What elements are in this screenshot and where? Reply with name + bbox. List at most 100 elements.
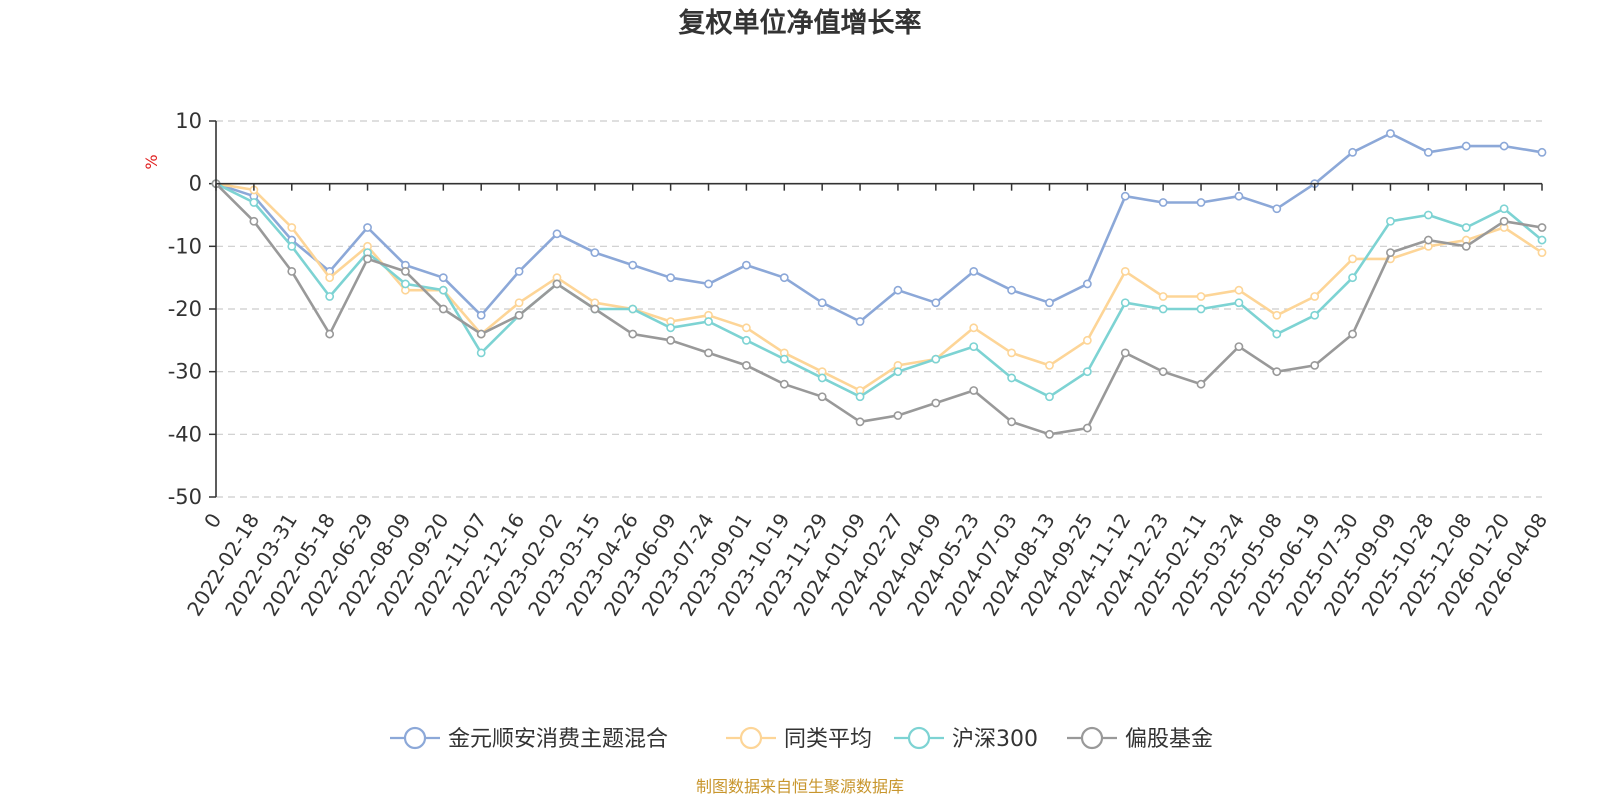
data-point[interactable] (1537, 248, 1547, 257)
data-point[interactable] (628, 304, 638, 314)
data-point[interactable] (893, 285, 903, 295)
data-point[interactable] (779, 354, 789, 364)
data-point[interactable] (552, 229, 562, 239)
data-point[interactable] (1310, 292, 1320, 301)
data-point[interactable] (552, 279, 562, 289)
data-point[interactable] (779, 379, 789, 389)
legend-item[interactable]: 同类平均 (726, 726, 872, 752)
data-point[interactable] (1310, 310, 1320, 320)
data-point[interactable] (817, 298, 827, 308)
legend-item[interactable]: 偏股基金 (1067, 726, 1213, 752)
data-point[interactable] (1310, 360, 1320, 370)
data-point[interactable] (1045, 360, 1054, 370)
data-point[interactable] (514, 298, 524, 308)
data-point[interactable] (817, 373, 827, 383)
data-point[interactable] (1423, 147, 1433, 157)
data-point[interactable] (742, 360, 751, 370)
data-point[interactable] (1272, 204, 1282, 214)
data-point[interactable] (855, 392, 865, 402)
data-point[interactable] (1082, 367, 1092, 377)
data-point[interactable] (476, 310, 486, 320)
data-point[interactable] (325, 292, 335, 301)
data-point[interactable] (438, 304, 448, 314)
legend-item[interactable]: 沪深300 (894, 726, 1038, 752)
data-point[interactable] (931, 298, 941, 308)
data-point[interactable] (1234, 298, 1244, 308)
data-point[interactable] (704, 317, 713, 326)
data-point[interactable] (1120, 266, 1130, 276)
data-point[interactable] (1272, 310, 1282, 320)
data-point[interactable] (590, 304, 600, 314)
data-point[interactable] (1082, 279, 1092, 289)
data-point[interactable] (969, 323, 979, 333)
data-point[interactable] (514, 310, 524, 320)
data-point[interactable] (1272, 367, 1282, 377)
data-point[interactable] (1423, 235, 1433, 245)
data-point[interactable] (1196, 198, 1206, 207)
data-point[interactable] (666, 273, 676, 283)
data-point[interactable] (1007, 285, 1016, 295)
data-point[interactable] (1196, 379, 1206, 389)
data-point[interactable] (249, 198, 259, 207)
data-point[interactable] (1348, 254, 1357, 264)
data-point[interactable] (1499, 216, 1509, 226)
data-point[interactable] (704, 279, 713, 289)
data-point[interactable] (1120, 298, 1130, 308)
data-point[interactable] (1158, 292, 1168, 301)
data-point[interactable] (817, 392, 827, 402)
data-point[interactable] (1386, 216, 1395, 226)
data-point[interactable] (1348, 329, 1357, 339)
data-point[interactable] (666, 335, 676, 345)
data-point[interactable] (1386, 129, 1395, 138)
data-point[interactable] (1196, 292, 1206, 301)
data-point[interactable] (1120, 348, 1130, 358)
data-point[interactable] (1196, 304, 1206, 314)
data-point[interactable] (514, 266, 524, 276)
data-point[interactable] (742, 335, 751, 345)
data-point[interactable] (1120, 191, 1130, 201)
data-point[interactable] (666, 323, 676, 333)
data-point[interactable] (1082, 423, 1092, 433)
data-point[interactable] (1234, 191, 1244, 201)
data-point[interactable] (931, 354, 941, 364)
data-point[interactable] (893, 367, 903, 377)
data-point[interactable] (1082, 335, 1092, 345)
data-point[interactable] (742, 260, 751, 270)
data-point[interactable] (401, 279, 410, 289)
data-point[interactable] (1234, 342, 1244, 351)
data-point[interactable] (969, 386, 979, 395)
data-point[interactable] (1348, 147, 1357, 157)
data-point[interactable] (363, 223, 372, 232)
data-point[interactable] (969, 342, 979, 351)
data-point[interactable] (476, 329, 486, 339)
data-point[interactable] (438, 273, 448, 283)
data-point[interactable] (287, 266, 297, 276)
data-point[interactable] (476, 348, 486, 358)
data-point[interactable] (1272, 329, 1282, 339)
data-point[interactable] (1461, 241, 1471, 251)
data-point[interactable] (1461, 223, 1471, 232)
data-point[interactable] (590, 248, 600, 257)
data-point[interactable] (1045, 298, 1054, 308)
data-point[interactable] (287, 223, 297, 232)
data-point[interactable] (779, 273, 789, 283)
data-point[interactable] (1234, 285, 1244, 295)
data-point[interactable] (401, 266, 410, 276)
data-point[interactable] (1499, 204, 1509, 214)
data-point[interactable] (1007, 348, 1016, 358)
data-point[interactable] (363, 254, 372, 264)
data-point[interactable] (249, 216, 259, 226)
data-point[interactable] (704, 348, 713, 358)
data-point[interactable] (969, 266, 979, 276)
data-point[interactable] (628, 329, 638, 339)
data-point[interactable] (1348, 273, 1357, 283)
data-point[interactable] (1537, 235, 1547, 245)
data-point[interactable] (1537, 147, 1547, 157)
data-point[interactable] (287, 241, 297, 251)
data-point[interactable] (628, 260, 638, 270)
data-point[interactable] (325, 273, 335, 283)
data-point[interactable] (1007, 417, 1016, 427)
data-point[interactable] (742, 323, 751, 333)
data-point[interactable] (931, 398, 941, 408)
data-point[interactable] (1537, 223, 1547, 232)
